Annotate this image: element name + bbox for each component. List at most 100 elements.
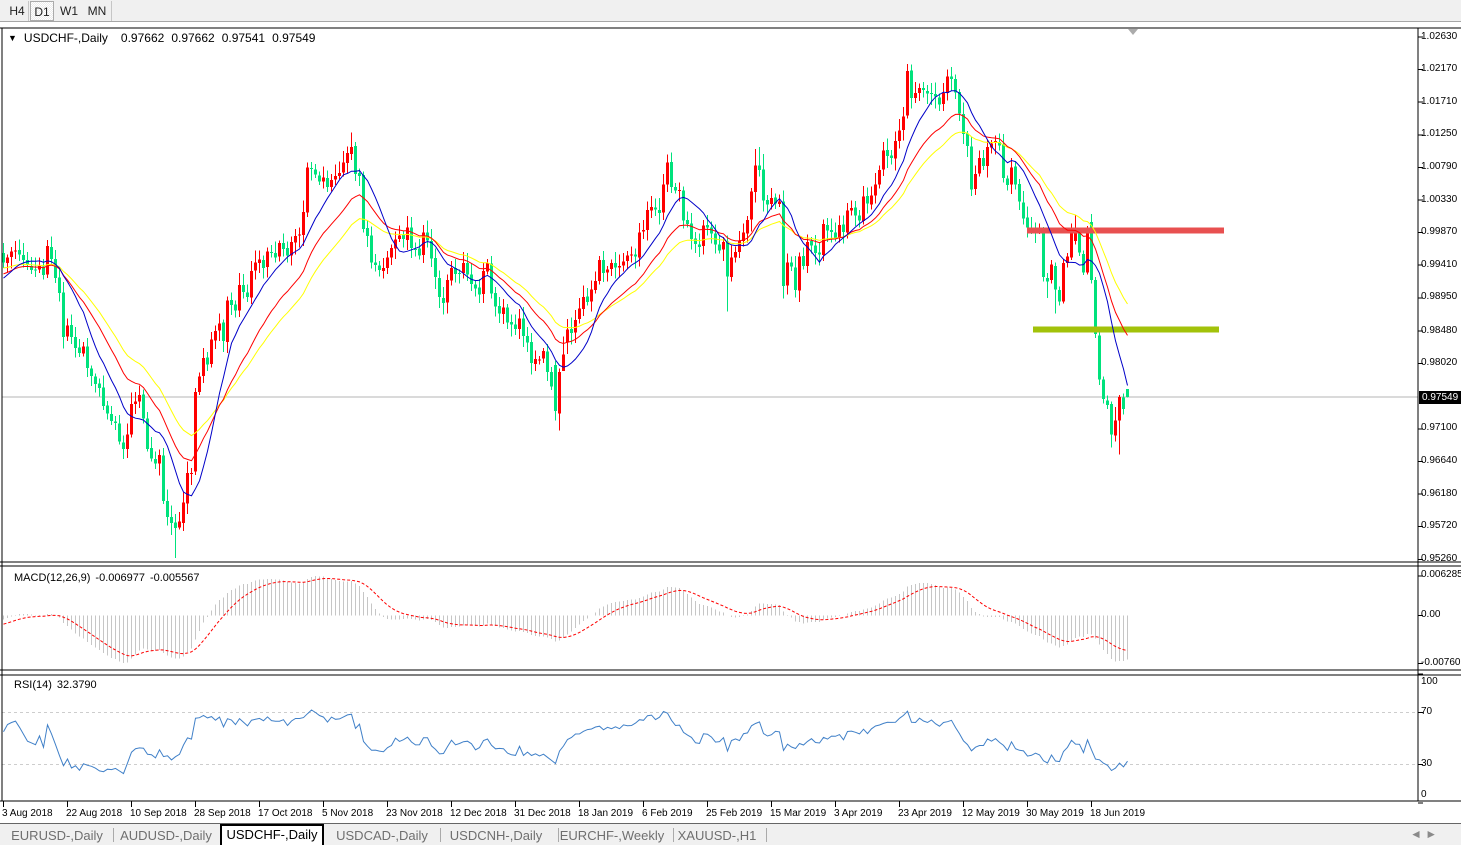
time-axis-label: 15 Mar 2019 bbox=[770, 808, 827, 819]
tab-usdchf-daily[interactable]: USDCHF-,Daily bbox=[220, 824, 324, 845]
macd-scale-label: 0.00 bbox=[1421, 609, 1441, 620]
rsi-scale-label: 70 bbox=[1421, 706, 1433, 718]
candle-body bbox=[242, 285, 245, 293]
price-axis-label: 0.99870 bbox=[1421, 226, 1458, 238]
candle-body bbox=[614, 263, 617, 268]
chart-title: ▼ USDCHF-,Daily 0.97662 0.97662 0.97541 … bbox=[8, 31, 322, 45]
horizontal-line-object[interactable] bbox=[1027, 227, 1224, 234]
candle-body bbox=[322, 177, 325, 182]
candle-body bbox=[854, 207, 857, 216]
tab-usdcnh-daily[interactable]: USDCNH-,Daily bbox=[449, 828, 543, 843]
candle-body bbox=[414, 248, 417, 250]
candle-body bbox=[142, 394, 145, 419]
candle-body bbox=[554, 365, 557, 412]
timeframe-button-w1[interactable]: W1 bbox=[60, 4, 78, 18]
ohlc-open: 0.97662 bbox=[120, 31, 165, 45]
tab-xauusd-h1[interactable]: XAUUSD-,H1 bbox=[677, 828, 757, 843]
time-axis-label: 5 Nov 2018 bbox=[322, 808, 374, 819]
candle-body bbox=[94, 376, 97, 384]
macd-name: MACD(12,26,9) bbox=[14, 572, 91, 584]
candle-body bbox=[82, 346, 85, 354]
candle-body bbox=[78, 347, 81, 354]
candle-body bbox=[998, 141, 1001, 146]
candle-body bbox=[906, 71, 909, 116]
tab-eurusd-daily[interactable]: EURUSD-,Daily bbox=[11, 828, 103, 843]
candle-body bbox=[334, 175, 337, 180]
candle-body bbox=[74, 336, 77, 349]
candle-body bbox=[794, 267, 797, 291]
candle-body bbox=[970, 146, 973, 190]
candle-body bbox=[574, 319, 577, 333]
candle-body bbox=[890, 155, 893, 159]
candle-body bbox=[114, 421, 117, 424]
tab-separator bbox=[558, 828, 559, 842]
time-axis-label: 6 Feb 2019 bbox=[642, 808, 693, 819]
candle-body bbox=[110, 413, 113, 422]
time-axis-label: 10 Sep 2018 bbox=[130, 808, 187, 819]
candle-body bbox=[246, 292, 249, 298]
candle-body bbox=[562, 354, 565, 371]
candle-body bbox=[650, 207, 653, 211]
candle-body bbox=[766, 199, 769, 205]
candle-body bbox=[522, 318, 525, 337]
candle-body bbox=[738, 240, 741, 252]
candle-body bbox=[374, 262, 377, 265]
candle-body bbox=[942, 92, 945, 104]
tab-usdcad-daily[interactable]: USDCAD-,Daily bbox=[336, 828, 428, 843]
horizontal-line-object[interactable] bbox=[1033, 326, 1219, 333]
price-axis-label: 0.96180 bbox=[1421, 487, 1458, 499]
collapse-triangle-icon[interactable]: ▼ bbox=[8, 33, 17, 43]
candle-body bbox=[50, 246, 53, 259]
candle-body bbox=[118, 423, 121, 442]
tab-audusd-daily[interactable]: AUDUSD-,Daily bbox=[120, 828, 212, 843]
timeframe-button-h4[interactable]: H4 bbox=[9, 4, 25, 18]
candle-body bbox=[958, 92, 961, 114]
candle-body bbox=[662, 184, 665, 213]
candle-body bbox=[582, 297, 585, 309]
candle-body bbox=[346, 153, 349, 163]
rsi-scale-label: 30 bbox=[1421, 757, 1433, 769]
candle-body bbox=[98, 383, 101, 388]
candle-body bbox=[450, 268, 453, 281]
candle-body bbox=[530, 341, 533, 363]
candle-body bbox=[1098, 335, 1101, 380]
tab-eurchf-weekly[interactable]: EURCHF-,Weekly bbox=[559, 828, 665, 843]
candle-body bbox=[646, 209, 649, 230]
candle-body bbox=[362, 175, 365, 230]
candle-body bbox=[602, 260, 605, 273]
price-axis-label: 0.99410 bbox=[1421, 258, 1458, 270]
candle-body bbox=[166, 501, 169, 517]
candle-body bbox=[318, 175, 321, 182]
candle-body bbox=[918, 88, 921, 93]
candle-body bbox=[938, 97, 941, 105]
candle-body bbox=[438, 278, 441, 298]
ohlc-low: 0.97541 bbox=[221, 31, 266, 45]
chart-background bbox=[0, 23, 1461, 823]
candle-body bbox=[1102, 379, 1105, 400]
candle-body bbox=[590, 289, 593, 302]
tab-scroll-arrows[interactable]: ◄ ► bbox=[1410, 827, 1438, 841]
candle-body bbox=[550, 372, 553, 387]
timeframe-button-d1[interactable]: D1 bbox=[30, 1, 54, 21]
macd-scale-label: 0.006285 bbox=[1421, 569, 1461, 581]
candle-body bbox=[54, 258, 57, 279]
time-axis-label: 30 May 2019 bbox=[1026, 808, 1084, 819]
candle-body bbox=[310, 168, 313, 170]
candle-body bbox=[390, 247, 393, 258]
price-axis-label: 1.01710 bbox=[1421, 95, 1458, 107]
candle-body bbox=[518, 318, 521, 329]
candle-body bbox=[122, 442, 125, 449]
candle-body bbox=[926, 91, 929, 94]
candle-body bbox=[238, 285, 241, 311]
candle-body bbox=[234, 304, 237, 311]
candle-body bbox=[902, 116, 905, 130]
candle-body bbox=[694, 238, 697, 244]
candle-body bbox=[566, 329, 569, 343]
candle-body bbox=[1122, 397, 1125, 410]
time-axis-label: 12 May 2019 bbox=[962, 808, 1020, 819]
chart-shift-marker[interactable] bbox=[1128, 29, 1138, 35]
candle-body bbox=[610, 263, 613, 270]
candle-body bbox=[190, 472, 193, 474]
timeframe-button-mn[interactable]: MN bbox=[87, 4, 107, 18]
